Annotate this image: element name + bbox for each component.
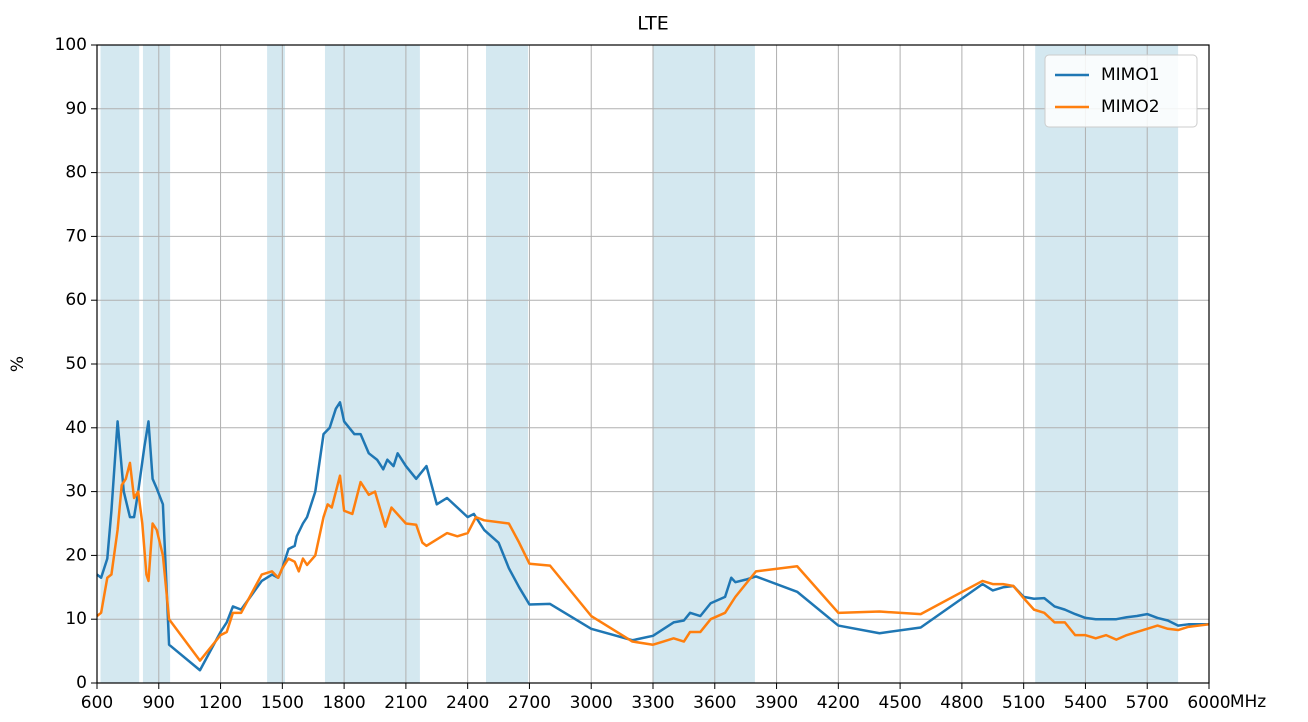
x-tick-label: 1200 <box>199 693 242 713</box>
x-tick-label: 3900 <box>755 693 798 713</box>
x-tick-label: 1800 <box>322 693 365 713</box>
x-tick-label: 3300 <box>631 693 674 713</box>
x-axis-label: MHz <box>1230 692 1266 712</box>
y-tick-label: 70 <box>65 226 87 246</box>
x-tick-label: 1500 <box>261 693 304 713</box>
y-tick-label: 100 <box>55 35 87 55</box>
x-tick-label: 5400 <box>1064 693 1107 713</box>
x-tick-label: 5700 <box>1126 693 1169 713</box>
legend-label: MIMO2 <box>1101 97 1160 117</box>
y-tick-label: 80 <box>65 163 87 183</box>
x-tick-label: 3000 <box>570 693 613 713</box>
y-axis-label: % <box>8 356 28 372</box>
x-tick-label: 4800 <box>940 693 983 713</box>
y-tick-label: 40 <box>65 418 87 438</box>
legend-label: MIMO1 <box>1101 65 1160 85</box>
y-tick-label: 20 <box>65 545 87 565</box>
x-tick-label: 2700 <box>508 693 551 713</box>
x-tick-label: 6000 <box>1187 693 1230 713</box>
x-tick-label: 2400 <box>446 693 489 713</box>
x-tick-label: 2100 <box>384 693 427 713</box>
y-tick-label: 0 <box>76 673 87 693</box>
y-tick-label: 90 <box>65 99 87 119</box>
y-tick-label: 60 <box>65 290 87 310</box>
chart-title: LTE <box>637 13 669 35</box>
plot-frame <box>96 44 1210 684</box>
x-tick-label: 3600 <box>693 693 736 713</box>
x-tick-label: 600 <box>81 693 113 713</box>
series-line <box>96 461 1210 662</box>
y-tick-label: 10 <box>65 609 87 629</box>
legend-box <box>1044 54 1198 128</box>
y-tick-label: 50 <box>65 354 87 374</box>
y-tick-label: 30 <box>65 482 87 502</box>
x-tick-label: 4500 <box>878 693 921 713</box>
x-tick-label: 4200 <box>817 693 860 713</box>
x-tick-label: 5100 <box>1002 693 1045 713</box>
x-tick-label: 900 <box>143 693 175 713</box>
